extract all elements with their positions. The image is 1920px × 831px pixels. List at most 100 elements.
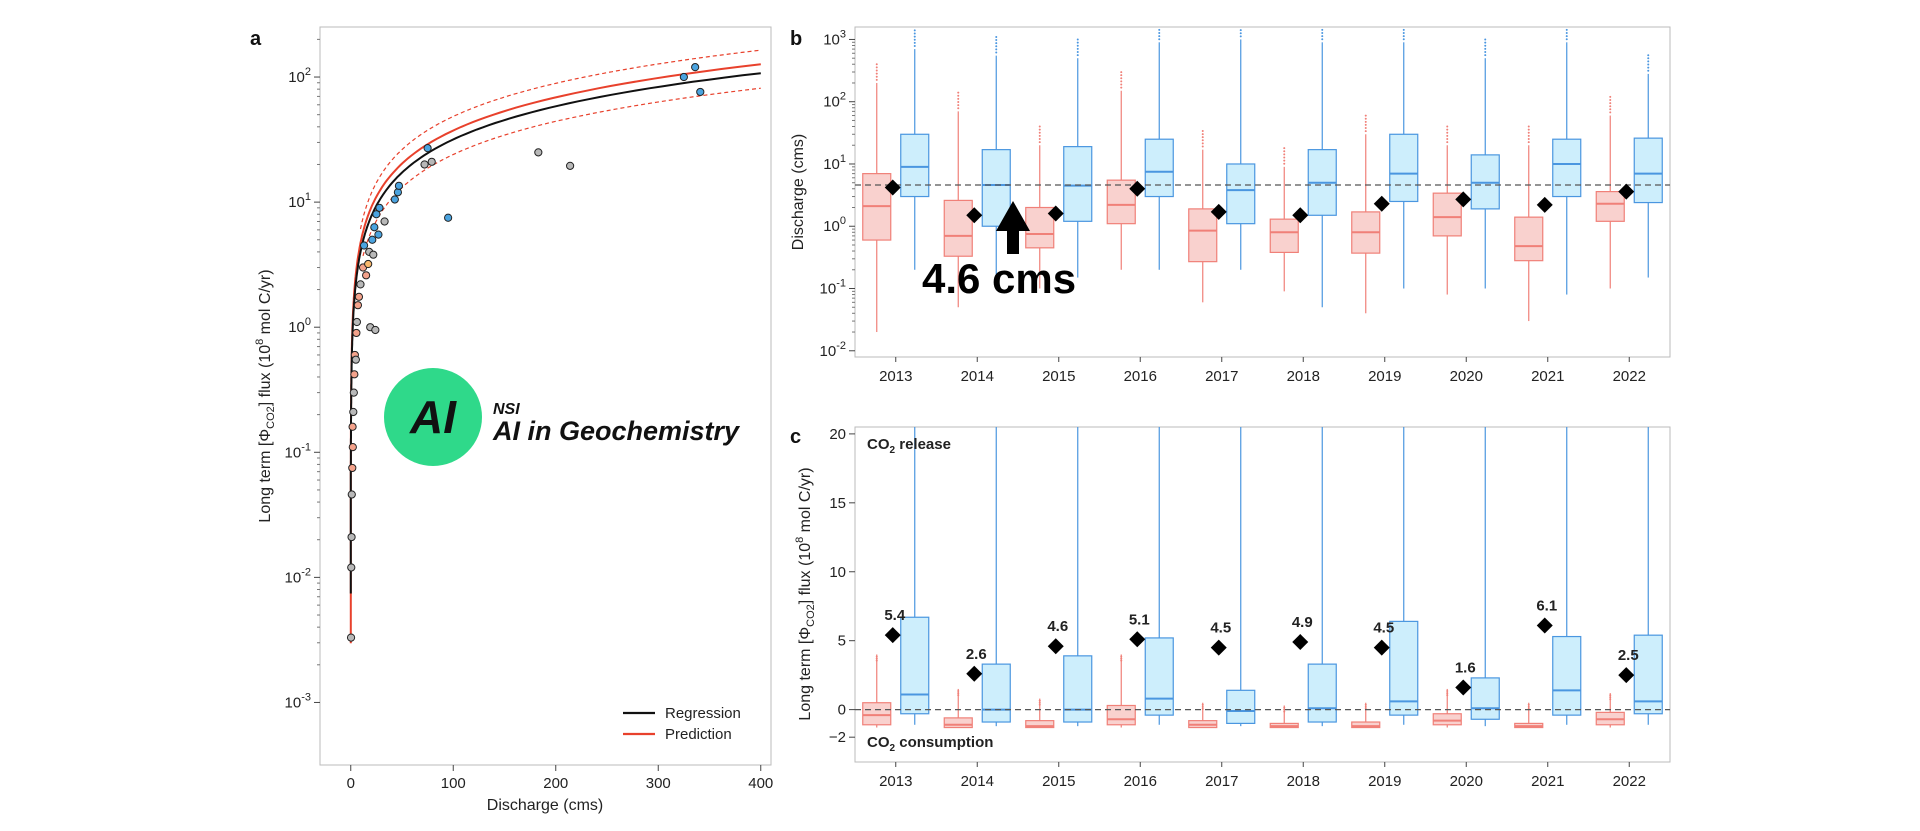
data-point [375,203,384,212]
box-outlier [1158,28,1161,31]
box-outlier [1609,98,1612,101]
box-outlier [1647,57,1650,60]
data-point [370,223,379,232]
xtick-label: 2015 [1042,368,1075,385]
blue-box-2016 [1144,28,1174,270]
panel-a-ytick-label: 102 [288,66,311,86]
box-outlier [1565,38,1568,41]
red-box-2014 [943,688,973,729]
data-point [444,213,453,222]
red-box-2022 [1595,693,1625,728]
box-body [1188,208,1218,263]
box-outlier [913,29,916,32]
box-outlier [1402,28,1405,31]
box-outlier [1402,35,1405,38]
box-outlier [1076,50,1079,53]
mean-diamond [1047,638,1064,655]
box-outlier [913,32,916,35]
mean-diamond [1129,631,1146,648]
box-outlier [1076,54,1079,57]
box-outlier [1484,41,1487,44]
box-outlier [995,42,998,45]
panel-b-frame [854,26,1671,358]
box-outlier [1609,111,1612,114]
mean-diamond [1292,207,1309,224]
panel-c-boxplot: 5.4 2.6 4.6 5.1 4.5 4.9 4.5 1.6 6.1 2.5 2013 2014 2… [794,426,1671,790]
data-point [420,160,429,169]
box-outlier [1647,69,1650,72]
red-box-2018 [1269,705,1299,729]
panel-a-xtick-label: 400 [748,775,773,792]
box-body [943,199,973,257]
panel-a-ytick-label: 101 [288,191,311,211]
box-outlier [1402,38,1405,41]
box-outlier [1038,138,1041,141]
ytick-label: 5 [838,633,846,650]
box-outlier [1120,655,1123,658]
panel-c-frame [854,426,1671,763]
box-outlier [995,39,998,42]
box-outlier [1527,128,1530,131]
box-body [1063,146,1093,222]
blue-box-2018 [1307,427,1337,727]
data-point [380,217,389,226]
box-outlier [875,72,878,75]
box-body [1470,677,1500,720]
box-outlier [1120,71,1123,74]
data-point [696,87,705,97]
blue-box-2015 [1063,38,1093,278]
red-box-2015 [1025,125,1055,289]
blue-box-2022 [1633,427,1663,725]
xtick-label: 2013 [879,773,912,790]
box-body [1307,663,1337,723]
data-point [566,161,575,170]
box-outlier [1446,690,1449,693]
box-outlier [1283,159,1286,162]
red-box-2019 [1351,114,1381,314]
box-outlier [875,75,878,78]
mean-label: 4.5 [1373,620,1394,637]
data-point [534,148,543,157]
mean-label: 2.6 [966,646,987,663]
data-point [394,181,404,190]
red-box-2018 [1269,147,1299,292]
box-outlier [1321,28,1324,31]
data-point [374,230,383,239]
data-point [349,407,358,417]
box-outlier [957,692,960,695]
mean-diamond [1536,617,1553,634]
box-outlier [1120,657,1123,660]
box-body [1144,138,1174,198]
blue-box-2021 [1552,427,1582,725]
red-box-2019 [1351,702,1381,729]
logo-ai-in-geochemistry: AI NSI AI in Geochemistry [384,368,741,466]
blue-box-2014 [981,427,1011,727]
xtick-label: 2019 [1368,368,1401,385]
mean-label: 2.5 [1618,647,1639,664]
red-box-2017 [1188,129,1218,303]
xtick-label: 2015 [1042,773,1075,790]
box-outlier [1527,125,1530,128]
box-outlier [1647,54,1650,57]
data-point [359,241,369,250]
box-outlier [913,38,916,41]
data-point [351,355,360,364]
blue-box-2019 [1389,427,1419,725]
mean-diamond [1373,195,1390,212]
box-outlier [1239,29,1242,32]
panel-letter-b: b [790,28,802,50]
box-outlier [957,690,960,693]
box-outlier [1364,127,1367,130]
ytick-label: 103 [823,28,846,48]
box-outlier [957,104,960,107]
blue-box-2022 [1633,54,1663,278]
mean-diamond [966,207,983,224]
box-outlier [1527,705,1530,708]
box-outlier [1076,38,1079,41]
box-outlier [995,45,998,48]
box-outlier [1201,136,1204,139]
xtick-label: 2020 [1450,368,1483,385]
box-outlier [1321,31,1324,34]
box-outlier [875,66,878,69]
box-outlier [1239,35,1242,38]
